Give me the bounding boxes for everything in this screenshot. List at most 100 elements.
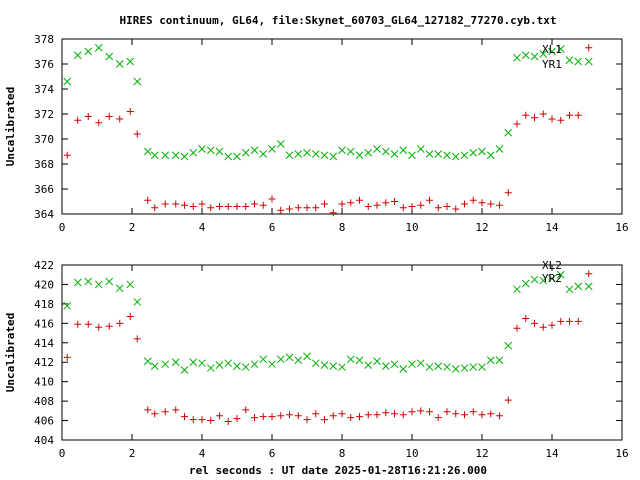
data-point [478,147,486,156]
data-point [161,408,169,416]
data-point [224,359,233,368]
data-point [565,285,574,294]
data-point [224,203,232,210]
data-point [531,114,538,122]
y-tick-label: 366 [34,183,54,196]
data-point [207,204,215,212]
data-point [276,355,285,364]
data-point [133,298,142,306]
legend-label: XL2 [542,259,562,272]
data-point [329,412,337,420]
data-point [150,151,159,160]
data-point [513,53,521,62]
data-point [251,200,258,208]
data-point [116,115,124,123]
data-point [105,52,114,61]
series-xl2 [63,270,593,374]
data-point [105,277,114,286]
data-point [259,413,267,421]
x-tick-label: 8 [339,447,346,460]
data-point [346,147,355,156]
x-tick-label: 4 [199,447,206,460]
data-point [241,363,250,371]
data-point [399,411,407,419]
data-point [172,406,180,414]
x-tick-label: 12 [475,221,488,234]
data-point [382,199,390,207]
legend-label: XL1 [542,43,562,56]
data-point [452,410,460,418]
chart-title: HIRES continuum, GL64, file:Skynet_60703… [119,14,556,27]
data-point [250,360,259,369]
data-point [311,150,320,158]
data-point [242,203,250,210]
data-point [513,324,521,332]
data-point [426,196,433,204]
data-point [585,270,593,278]
x-tick-label: 16 [615,447,628,460]
data-point [521,51,530,60]
data-point [574,57,583,66]
y-tick-label: 408 [34,395,54,408]
data-point [443,408,451,416]
data-point [522,111,530,119]
y-tick-label: 374 [34,83,54,96]
data-point [161,151,170,160]
data-point [276,140,285,148]
data-point [486,151,495,160]
data-point [206,364,215,372]
data-point [364,361,373,369]
data-point [180,152,189,161]
y-tick-label: 376 [34,58,54,71]
data-point [233,152,241,161]
data-point [416,359,425,368]
data-point [356,196,363,204]
data-point [391,198,398,205]
data-point [584,282,593,291]
x-tick-label: 0 [59,447,66,460]
data-point [94,280,103,289]
data-point [73,278,82,287]
y-tick-label: 410 [34,376,54,389]
data-point [251,414,258,422]
y-axis-label: Uncalibrated [4,313,17,392]
data-point [321,416,328,424]
data-point [584,57,593,66]
data-point [303,416,311,424]
y-tick-label: 416 [34,317,54,330]
series-xl1 [63,43,593,161]
data-point [574,317,582,325]
data-point [95,323,103,331]
data-point [320,361,329,369]
data-point [566,111,573,119]
data-point [355,151,364,160]
series-yr2 [63,270,593,426]
data-point [268,360,276,369]
data-point [355,356,364,365]
data-point [116,319,124,327]
y-tick-label: 422 [34,259,54,272]
data-point [469,148,478,157]
data-point [259,355,268,364]
data-point [329,209,337,217]
data-point [469,196,477,204]
data-point [347,414,355,422]
data-point [504,189,512,197]
data-point [180,366,189,374]
data-point [478,199,486,207]
data-point [496,412,503,420]
bottom-panel: 0 2 4 6 8 10 12 14 16 404 406 408 410 412 414 416 418 420… [4,259,629,460]
data-point [329,362,338,370]
data-point [469,408,477,416]
data-point [338,363,346,371]
data-point [495,356,504,365]
data-point [172,200,180,208]
data-point [216,412,223,420]
data-point [216,203,223,210]
data-point [557,317,565,325]
data-point [294,150,303,158]
data-point [443,363,451,371]
data-point [434,204,442,212]
y-tick-label: 412 [34,356,54,369]
